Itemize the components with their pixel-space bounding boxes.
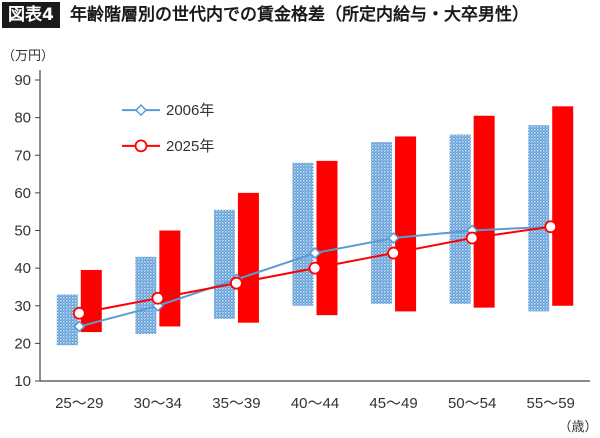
y-tick-label: 80 [14,110,31,127]
figure-title: 年齢階層別の世代内での賃金格差（所定内給与・大卒男性） [70,5,529,25]
series-lines [72,220,558,333]
y-tick-label: 20 [14,335,31,352]
y-tick-label: 70 [14,147,31,164]
bar-2025 [552,106,574,306]
legend-label-2025: 2025年 [166,138,214,155]
x-tick-label: 40〜44 [291,395,339,412]
x-tick-label: 45〜49 [369,395,417,412]
legend: 2006年 2025年 [122,102,214,155]
bar-2025 [395,136,417,312]
bar-2006 [292,162,314,306]
marker-2025 [230,276,243,290]
axes: 10 20 30 40 50 60 70 80 90 （万円） 25〜29 30〜34 35〜39 40〜… [2,49,598,435]
bar-2006 [56,294,78,346]
marker-2025 [72,306,86,320]
y-tick-label: 40 [14,260,31,277]
bar-2006 [135,256,157,334]
marker-2025 [465,231,479,245]
marker-2006 [308,247,322,260]
legend-label-2006: 2006年 [166,102,214,119]
marker-2025 [151,291,165,305]
x-tick-label: 25〜29 [55,395,103,412]
marker-2025 [308,261,322,275]
y-axis-unit-label: （万円） [2,49,54,64]
bar-2025 [473,115,495,308]
x-axis-unit-label: （歳） [558,420,597,435]
x-tick-label: 55〜59 [527,395,575,412]
bar-2025 [316,160,338,316]
y-tick-label: 60 [14,185,31,202]
x-tick-label: 30〜34 [134,395,182,412]
bar-2025 [237,192,259,323]
figure-title-bar: 図表4 年齢階層別の世代内での賃金格差（所定内給与・大卒男性） [0,0,600,30]
figure-badge: 図表4 [2,2,60,28]
marker-2006 [73,320,86,333]
legend-marker-2025 [134,139,148,153]
bar-2006 [371,142,393,304]
y-tick-label: 90 [14,72,31,89]
bar-2006 [213,209,235,319]
x-tick-label: 35〜39 [212,395,260,412]
x-tick-label: 50〜54 [448,395,496,412]
bars [56,106,574,346]
marker-2025 [544,220,558,234]
bar-2006 [449,134,471,304]
y-tick-label: 10 [14,373,31,390]
marker-2006 [387,231,400,245]
legend-marker-2006 [134,104,148,117]
bar-2025 [80,270,102,333]
marker-2025 [387,246,400,260]
bar-2006 [528,125,550,312]
y-tick-label: 50 [14,223,31,240]
y-tick-label: 30 [14,298,31,315]
bar-2025 [159,230,181,327]
